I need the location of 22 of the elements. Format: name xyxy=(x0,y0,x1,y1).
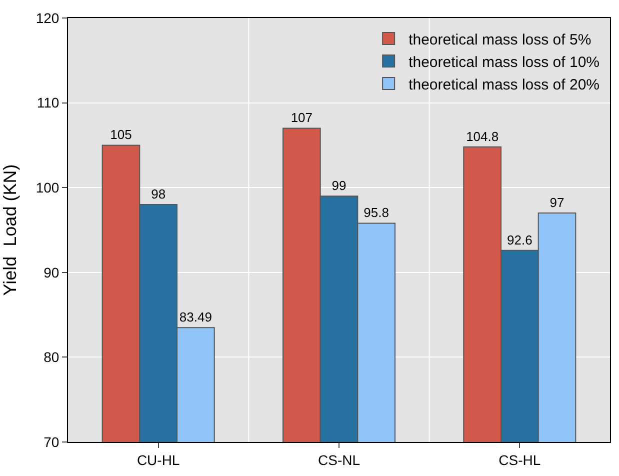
y-tick-label: 100 xyxy=(36,180,60,196)
data-label: 98 xyxy=(151,186,166,202)
data-label: 95.8 xyxy=(364,205,389,220)
legend-label: theoretical mass loss of 20% xyxy=(408,76,600,94)
y-tick-label: 90 xyxy=(44,264,60,280)
y-tick-label: 120 xyxy=(36,10,60,26)
x-tick-label: CS-NL xyxy=(318,452,360,468)
data-label: 107 xyxy=(290,110,313,126)
legend-label: theoretical mass loss of 10% xyxy=(408,54,600,71)
data-label: 99 xyxy=(332,178,346,194)
data-label: 92.6 xyxy=(507,232,532,248)
y-axis-title: Yield Load (KN) xyxy=(0,164,20,296)
data-label: 104.8 xyxy=(466,128,499,144)
data-label: 83.49 xyxy=(179,310,212,325)
data-label: 97 xyxy=(550,195,564,210)
y-tick-label: 110 xyxy=(36,94,60,111)
y-tick-label: 70 xyxy=(44,434,60,450)
y-tick-label: 80 xyxy=(44,349,60,366)
x-tick-label: CS-HL xyxy=(498,452,541,468)
legend-label: theoretical mass loss of 5% xyxy=(408,31,592,48)
x-tick-label: CU-HL xyxy=(136,452,180,468)
data-label: 105 xyxy=(110,127,132,142)
